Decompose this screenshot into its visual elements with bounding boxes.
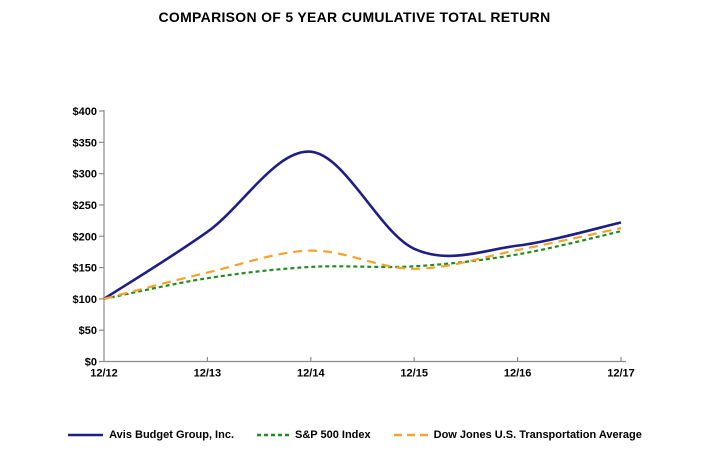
- svg-text:$0: $0: [85, 357, 97, 369]
- svg-text:12/15: 12/15: [400, 368, 428, 380]
- series-line-1: [103, 230, 622, 300]
- svg-text:12/16: 12/16: [504, 368, 532, 380]
- legend-entry-sp500: S&P 500 Index: [256, 429, 371, 441]
- series-line-2: [103, 227, 622, 300]
- legend-label-dowjones: Dow Jones U.S. Transportation Average: [433, 429, 642, 441]
- svg-text:$400: $400: [73, 106, 97, 118]
- svg-text:$350: $350: [73, 137, 97, 149]
- svg-text:12/17: 12/17: [607, 368, 635, 380]
- svg-text:$100: $100: [73, 294, 97, 306]
- chart-plot-area: $0 $50 $100 $150 $200 $250 $300 $350 $400 12/12 12…: [73, 106, 635, 380]
- legend-label-sp500: S&P 500 Index: [295, 429, 371, 441]
- svg-text:12/14: 12/14: [297, 368, 325, 380]
- chart-legend: Avis Budget Group, Inc. S&P 500 Index Do…: [0, 429, 709, 441]
- legend-entry-dowjones: Dow Jones U.S. Transportation Average: [393, 429, 642, 441]
- svg-text:12/12: 12/12: [90, 368, 118, 380]
- svg-text:$250: $250: [73, 200, 97, 212]
- series-line-0: [103, 150, 622, 300]
- legend-label-avis: Avis Budget Group, Inc.: [109, 429, 235, 441]
- svg-text:$50: $50: [79, 325, 97, 337]
- svg-text:$150: $150: [73, 263, 97, 275]
- svg-text:12/13: 12/13: [194, 368, 222, 380]
- legend-line-solid-icon: [68, 433, 104, 437]
- svg-text:$200: $200: [73, 231, 97, 243]
- legend-line-short-dash-icon: [257, 433, 290, 437]
- legend-entry-avis: Avis Budget Group, Inc.: [67, 429, 234, 441]
- svg-text:$300: $300: [73, 169, 97, 181]
- legend-line-long-dash-icon: [393, 433, 428, 437]
- chart-title: COMPARISON OF 5 YEAR CUMULATIVE TOTAL RE…: [158, 9, 551, 25]
